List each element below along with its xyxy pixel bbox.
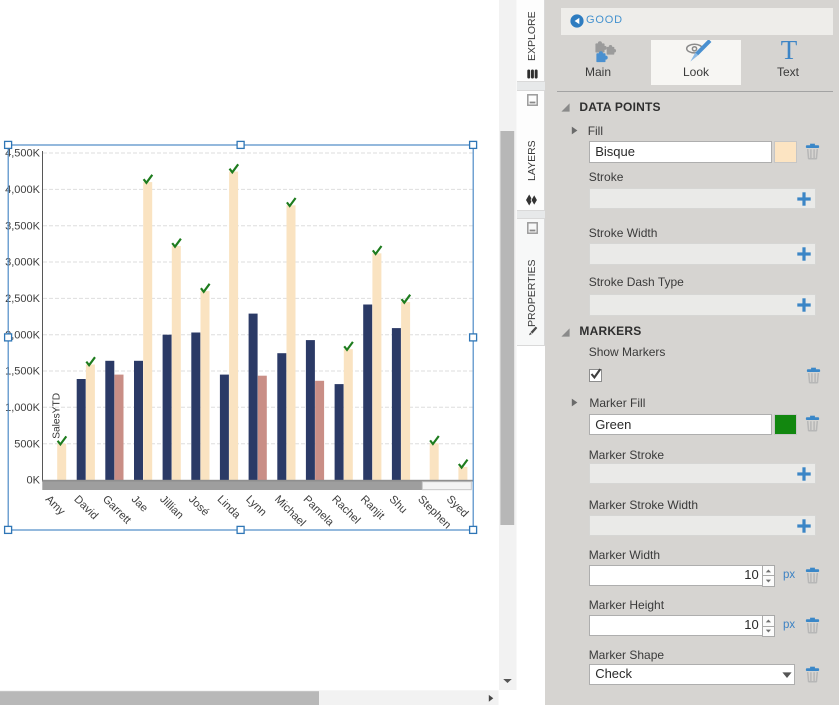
svg-text:4,000K: 4,000K	[5, 184, 41, 196]
svg-text:3,500K: 3,500K	[5, 220, 41, 232]
svg-text:Jae: Jae	[129, 493, 150, 514]
svg-text:1,000K: 1,000K	[5, 402, 41, 414]
svg-text:Lynn: Lynn	[243, 493, 268, 518]
svg-text:Garrett: Garrett	[100, 493, 134, 527]
svg-text:Amy: Amy	[43, 493, 68, 518]
svg-text:2,500K: 2,500K	[5, 293, 41, 305]
svg-text:Syed: Syed	[444, 493, 471, 520]
svg-text:1,500K: 1,500K	[5, 366, 41, 378]
svg-text:4,500K: 4,500K	[5, 148, 41, 160]
svg-text:2,000K: 2,000K	[5, 329, 41, 341]
svg-text:500K: 500K	[14, 438, 40, 450]
svg-text:Shu: Shu	[387, 493, 410, 516]
svg-text:Linda: Linda	[215, 493, 243, 521]
svg-text:Ranjit: Ranjit	[358, 493, 387, 522]
svg-text:David: David	[71, 493, 100, 522]
svg-text:3,000K: 3,000K	[5, 257, 41, 269]
svg-text:José: José	[186, 493, 211, 518]
svg-text:SalesYTD: SalesYTD	[51, 393, 62, 439]
svg-text:Jillian: Jillian	[157, 493, 185, 521]
svg-text:0K: 0K	[27, 475, 41, 487]
